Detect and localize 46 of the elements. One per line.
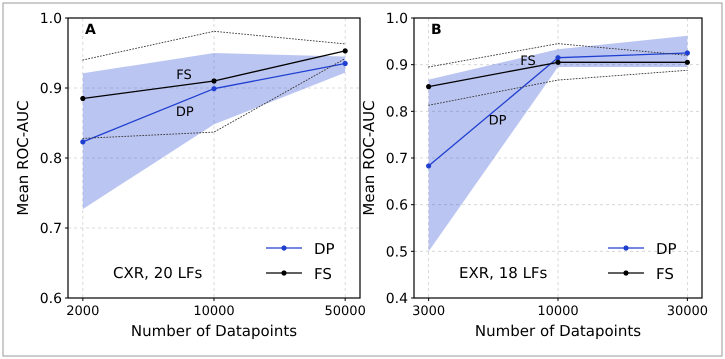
- annotation: DP: [176, 105, 194, 120]
- y-tick-label: 0.9: [40, 81, 62, 97]
- annotation: DP: [488, 113, 507, 128]
- y-tick-label: 0.5: [386, 244, 408, 260]
- legend-label: DP: [314, 240, 335, 258]
- y-tick-label: 0.7: [386, 151, 408, 167]
- legend-label: DP: [656, 240, 677, 258]
- y-tick-label: 1.0: [386, 11, 408, 27]
- point: [426, 84, 432, 90]
- x-tick-label: 3000: [412, 304, 446, 319]
- point: [342, 60, 348, 66]
- point: [426, 163, 432, 169]
- y-axis-title: Mean ROC-AUC: [14, 100, 32, 216]
- x-tick-label: 10000: [193, 304, 235, 319]
- y-tick-label: 0.4: [386, 291, 408, 307]
- point: [80, 139, 86, 144]
- annotation: FS: [176, 68, 192, 83]
- y-tick-label: 0.6: [386, 198, 408, 214]
- point: [684, 50, 690, 56]
- y-tick-label: 0.6: [40, 291, 62, 307]
- point: [342, 48, 348, 54]
- y-tick-label: 0.9: [386, 58, 408, 74]
- x-axis-title: Number of Datapoints: [474, 322, 642, 340]
- point: [555, 55, 561, 60]
- point: [211, 78, 217, 84]
- point: [684, 60, 690, 65]
- annotation: CXR, 20 LFs: [113, 264, 203, 282]
- x-tick-label: 10000: [537, 304, 579, 319]
- y-tick-label: 0.8: [386, 104, 408, 120]
- point: [555, 60, 561, 65]
- x-tick-label: 50000: [324, 304, 366, 319]
- annotation: A: [85, 22, 96, 38]
- y-axis-title: Mean ROC-AUC: [360, 100, 378, 216]
- y-tick-label: 1.0: [40, 11, 62, 27]
- point: [211, 86, 217, 92]
- legend-label: FS: [656, 265, 674, 283]
- y-tick-label: 0.8: [40, 151, 62, 167]
- x-tick-label: 30000: [666, 304, 708, 319]
- annotation: EXR, 18 LFs: [459, 264, 548, 282]
- x-axis-title: Number of Datapoints: [130, 322, 298, 340]
- x-tick-label: 2000: [66, 304, 100, 319]
- legend-label: FS: [314, 265, 332, 283]
- annotation: B: [431, 22, 442, 38]
- y-tick-label: 0.7: [40, 221, 62, 237]
- annotation: FS: [520, 54, 536, 69]
- point: [80, 96, 86, 102]
